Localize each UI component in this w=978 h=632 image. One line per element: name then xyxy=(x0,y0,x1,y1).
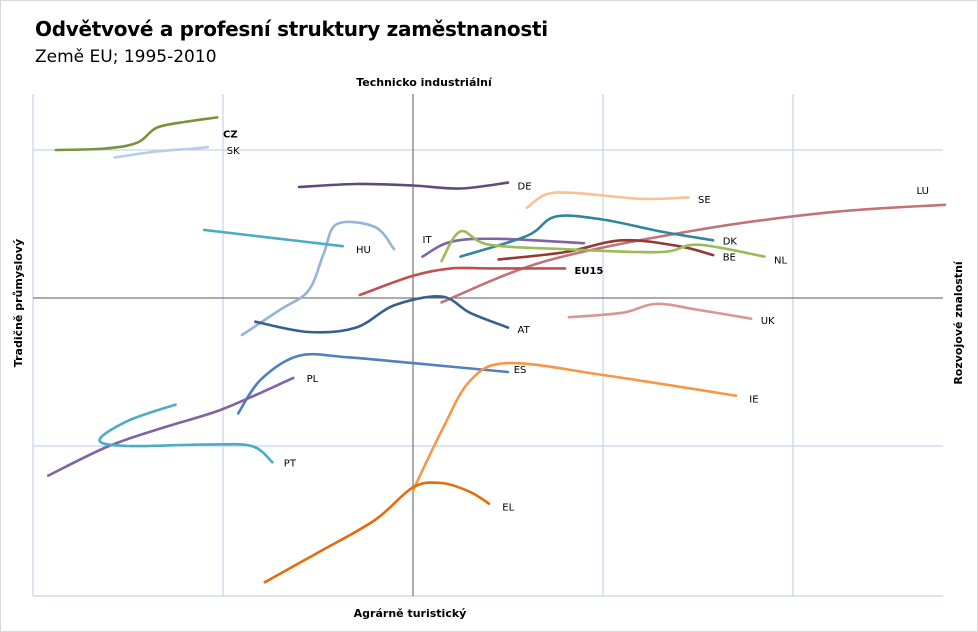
series-label-pl: PL xyxy=(307,374,319,385)
series-line-uk xyxy=(567,302,753,320)
series-line-at xyxy=(254,295,510,334)
series-label-es: ES xyxy=(514,365,527,376)
series-label-it: IT xyxy=(423,235,433,246)
series-line-el xyxy=(263,481,491,584)
series-label-de: DE xyxy=(518,182,532,193)
series-label-ie: IE xyxy=(749,395,758,406)
series-label-el: EL xyxy=(502,503,514,514)
series-line-pt xyxy=(98,403,274,464)
series-labels: CZ SK DE SE LU IT HU DK BE NL EU15 AT UK ES IE PL PT EL xyxy=(223,130,929,514)
series-label-at: AT xyxy=(518,325,531,336)
series-label-eu15: EU15 xyxy=(575,266,604,277)
series-label-sk: SK xyxy=(227,146,240,157)
series-line-hu xyxy=(240,220,396,337)
series-line-es xyxy=(236,352,510,415)
axis-label-bottom: Agrárně turistický xyxy=(354,607,467,620)
series-line-be xyxy=(497,238,715,261)
series-label-cz: CZ xyxy=(223,130,238,141)
series-line-cz xyxy=(54,116,219,152)
series-line-ie xyxy=(411,361,738,492)
series-line-hu-line xyxy=(202,228,344,248)
axis-label-left: Tradičně průmyslový xyxy=(12,239,25,367)
axis-label-right: Rozvojové znalostní xyxy=(952,260,965,385)
chart-title: Odvětvové a profesní struktury zaměstnan… xyxy=(35,17,548,41)
series-line-se xyxy=(525,191,690,209)
series-label-nl: NL xyxy=(774,256,787,267)
series-line-dk xyxy=(459,214,715,258)
series-label-lu: LU xyxy=(917,186,929,197)
series-label-hu: HU xyxy=(356,245,371,256)
series-line-pl xyxy=(46,376,295,477)
series-line-lu xyxy=(440,203,947,304)
chart-subtitle: Země EU; 1995-2010 xyxy=(35,47,217,67)
series-line-sk xyxy=(113,145,210,159)
axis-label-top: Technicko industriální xyxy=(356,76,493,89)
series-line-eu15 xyxy=(358,266,567,297)
series-lines xyxy=(46,116,947,584)
series-label-se: SE xyxy=(698,195,711,206)
series-line-nl xyxy=(440,229,766,263)
series-label-be: BE xyxy=(723,253,736,264)
series-label-uk: UK xyxy=(761,316,775,327)
series-label-pt: PT xyxy=(284,458,297,469)
series-line-de xyxy=(297,181,510,190)
gridlines xyxy=(32,94,943,597)
series-label-dk: DK xyxy=(723,236,738,247)
